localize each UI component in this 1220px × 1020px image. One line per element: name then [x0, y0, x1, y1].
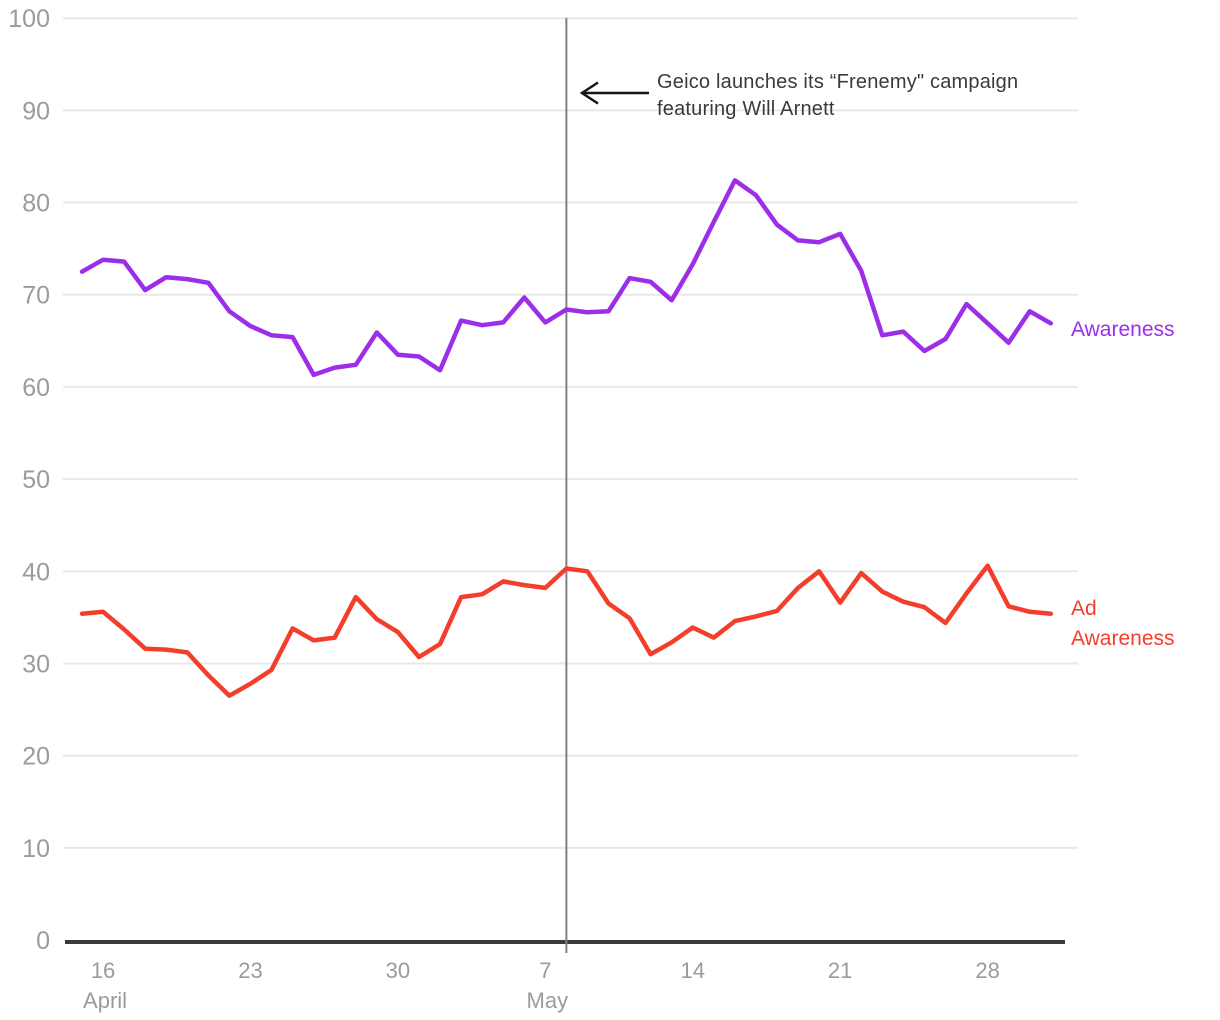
grid-layer — [63, 17, 1078, 944]
x-month-label-may: May — [527, 988, 569, 1013]
x-tick-label-23: 23 — [238, 958, 262, 983]
y-tick-label-50: 50 — [22, 466, 50, 494]
annotation-line2: featuring Will Arnett — [657, 98, 835, 120]
awareness-line — [79, 178, 1054, 378]
x-month-label-april: April — [83, 988, 127, 1013]
x-tick-label-14: 14 — [680, 958, 704, 983]
annotation-arrow-icon — [579, 81, 649, 105]
series-layer — [79, 178, 1054, 698]
annotation-text: Geico launches its “Frenemy" campaign fe… — [657, 69, 1127, 123]
y-tick-label-90: 90 — [22, 97, 50, 125]
ad-awareness-series-label: Ad Awareness — [1071, 594, 1175, 654]
annotation-line1: Geico launches its “Frenemy" campaign — [657, 71, 1019, 93]
tick-layer: 0 10 20 30 40 50 60 70 80 90 100 16 April 23 30 7 May 14 2… — [8, 5, 1000, 1013]
y-tick-label-20: 20 — [22, 743, 50, 771]
ad-awareness-label-line1: Ad — [1071, 597, 1097, 620]
y-tick-label-80: 80 — [22, 190, 50, 218]
x-tick-label-16: 16 — [91, 958, 115, 983]
y-tick-label-70: 70 — [22, 282, 50, 310]
y-tick-label-30: 30 — [22, 650, 50, 678]
y-tick-label-0: 0 — [36, 927, 50, 955]
awareness-series-label: Awareness — [1071, 318, 1175, 341]
y-tick-label-40: 40 — [22, 558, 50, 586]
y-tick-label-60: 60 — [22, 374, 50, 402]
y-tick-label-100: 100 — [8, 5, 50, 33]
x-tick-label-30: 30 — [386, 958, 410, 983]
x-tick-label-28: 28 — [975, 958, 999, 983]
x-tick-label-7: 7 — [539, 958, 551, 983]
ad-awareness-line — [79, 563, 1054, 698]
x-tick-label-21: 21 — [828, 958, 852, 983]
y-tick-label-10: 10 — [22, 835, 50, 863]
ad-awareness-label-line2: Awareness — [1071, 627, 1175, 650]
